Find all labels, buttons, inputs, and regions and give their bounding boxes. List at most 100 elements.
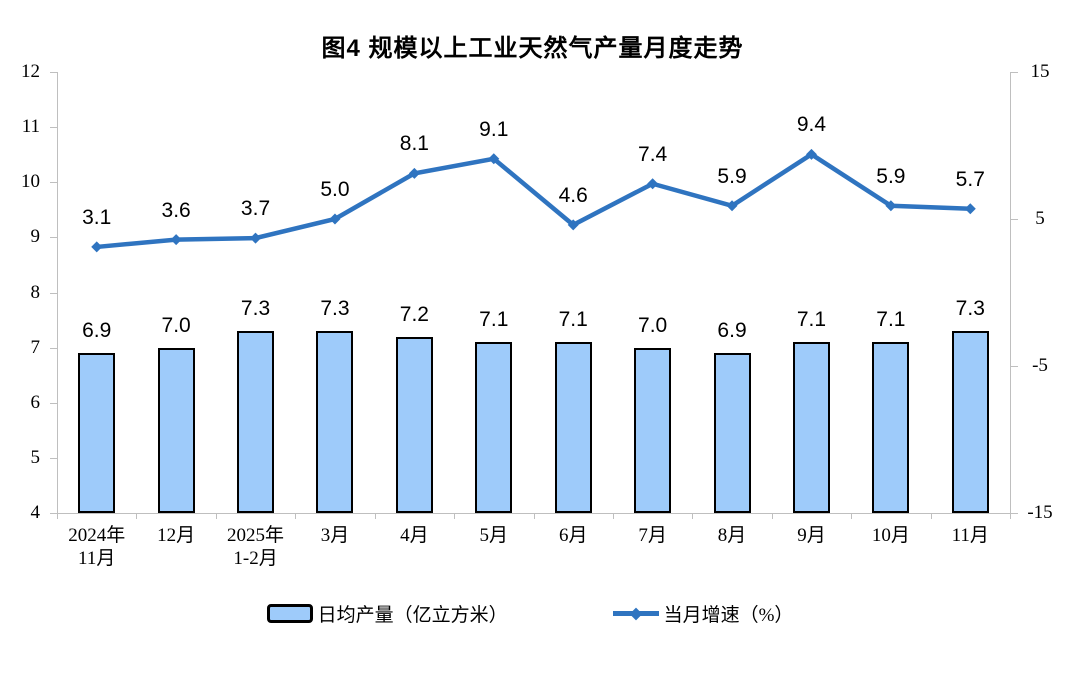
x-axis-tick: [295, 513, 297, 519]
legend-label-growth: 当月增速（%）: [663, 605, 794, 626]
x-axis-tick: [57, 513, 58, 519]
diamond-marker-icon: [629, 607, 642, 620]
bar-value-label: 7.2: [399, 302, 429, 326]
x-axis-category-label: 3月: [320, 525, 350, 546]
line-value-label: 5.9: [717, 164, 747, 188]
left-axis-tick: [50, 182, 57, 184]
bar-value-label: 7.1: [876, 308, 906, 332]
line-point-marker: [329, 213, 341, 225]
production-bar: [713, 353, 751, 513]
left-axis-tick-label: 8: [30, 281, 41, 303]
x-axis-tick: [136, 513, 138, 519]
left-axis-tick: [50, 347, 57, 349]
production-bar: [634, 347, 672, 513]
left-axis-tick-label: 6: [30, 391, 41, 413]
production-bar: [554, 342, 592, 513]
x-axis-category-label: 8月: [717, 525, 747, 546]
right-axis-tick-label: -5: [1032, 355, 1048, 376]
bar-value-label: 7.1: [796, 308, 827, 332]
production-bar: [951, 331, 989, 513]
left-axis-tick-label: 5: [30, 446, 41, 468]
line-point-marker: [408, 167, 420, 179]
right-axis-tick: [1011, 513, 1018, 514]
right-axis-tick-label: 5: [1035, 208, 1045, 229]
legend: 日均产量（亿立方米） 当月增速（%）: [0, 600, 1060, 627]
x-axis-category-label: 6月: [558, 525, 588, 546]
line-value-label: 9.1: [479, 117, 509, 141]
line-value-label: 3.6: [161, 198, 191, 222]
x-axis-category-label: 9月: [797, 525, 826, 546]
left-axis-tick-label: 11: [21, 116, 40, 138]
right-axis-line: [1010, 72, 1011, 513]
x-axis-tick: [851, 513, 853, 519]
left-axis-tick-label: 12: [21, 61, 40, 82]
line-point-marker: [964, 203, 976, 215]
bar-value-label: 7.1: [558, 308, 588, 332]
line-value-label: 8.1: [399, 132, 429, 156]
x-axis-tick: [612, 513, 614, 519]
line-value-label: 3.7: [240, 197, 271, 221]
line-point-marker: [250, 232, 262, 244]
x-axis-tick: [930, 513, 932, 519]
left-axis-line: [57, 72, 58, 513]
line-value-label: 5.7: [955, 167, 985, 191]
x-axis-category-label: 5月: [479, 525, 509, 546]
line-value-label: 3.1: [82, 205, 112, 229]
x-axis-tick: [454, 513, 456, 519]
production-bar: [395, 336, 433, 513]
x-axis-tick: [533, 513, 535, 519]
bar-value-label: 6.9: [82, 319, 112, 343]
x-axis-category-label: 4月: [400, 525, 429, 546]
line-point-marker: [567, 219, 579, 231]
legend-label-production: 日均产量（亿立方米）: [317, 605, 508, 626]
chart-title: 图4 规模以上工业天然气产量月度走势: [321, 35, 744, 62]
x-axis-tick: [692, 513, 694, 519]
x-axis-category-label: 11月: [951, 525, 989, 546]
production-bar: [78, 353, 116, 513]
line-value-label: 5.0: [320, 178, 350, 201]
left-axis-tick: [50, 237, 57, 239]
x-axis-category-label: 10月: [871, 525, 910, 546]
line-value-label: 5.9: [876, 164, 906, 188]
production-bar: [475, 342, 513, 513]
left-axis-tick: [50, 513, 57, 514]
bar-value-label: 7.0: [161, 313, 191, 337]
bar-value-label: 6.9: [717, 319, 747, 343]
line-value-label: 7.4: [638, 142, 668, 166]
x-axis-category-label: 2024年 11月: [68, 525, 126, 569]
x-axis-category-label: 12月: [157, 525, 196, 546]
left-axis-tick-label: 10: [21, 171, 40, 193]
line-swatch-icon: [612, 607, 659, 620]
line-point-marker: [885, 200, 897, 212]
right-axis-tick-label: 15: [1030, 61, 1050, 82]
x-axis-category-label: 2025年 1-2月: [227, 525, 285, 569]
line-value-label: 9.4: [796, 113, 827, 137]
right-axis-tick: [1011, 366, 1018, 367]
left-axis-tick: [50, 292, 57, 294]
bar-value-label: 7.3: [320, 297, 350, 321]
x-axis-category-label: 7月: [638, 525, 667, 546]
left-axis-tick-label: 4: [30, 502, 41, 523]
left-axis-tick: [50, 402, 57, 404]
x-axis-tick: [771, 513, 773, 519]
bar-value-label: 7.3: [240, 297, 271, 321]
bar-swatch-icon: [266, 604, 313, 623]
production-bar: [792, 342, 830, 513]
line-point-marker: [488, 153, 500, 165]
line-point-marker: [726, 200, 738, 212]
production-bar: [157, 347, 195, 513]
line-point-marker: [647, 178, 659, 190]
line-value-label: 4.6: [558, 183, 588, 207]
production-bar: [237, 331, 275, 513]
left-axis-tick-label: 9: [30, 226, 41, 248]
right-axis-tick: [1011, 72, 1018, 73]
x-axis-tick: [1010, 513, 1011, 519]
left-axis-tick: [50, 72, 57, 73]
bar-value-label: 7.0: [638, 313, 668, 337]
x-axis-tick: [374, 513, 376, 519]
legend-item-growth: 当月增速（%）: [612, 600, 794, 627]
legend-item-production: 日均产量（亿立方米）: [266, 600, 508, 627]
left-axis-tick: [50, 457, 57, 459]
